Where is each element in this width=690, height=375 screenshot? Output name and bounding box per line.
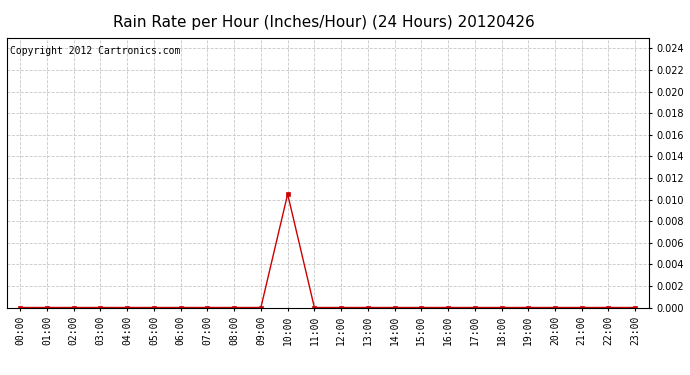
Text: Copyright 2012 Cartronics.com: Copyright 2012 Cartronics.com xyxy=(10,46,181,56)
Text: Rain Rate per Hour (Inches/Hour) (24 Hours) 20120426: Rain Rate per Hour (Inches/Hour) (24 Hou… xyxy=(113,15,535,30)
